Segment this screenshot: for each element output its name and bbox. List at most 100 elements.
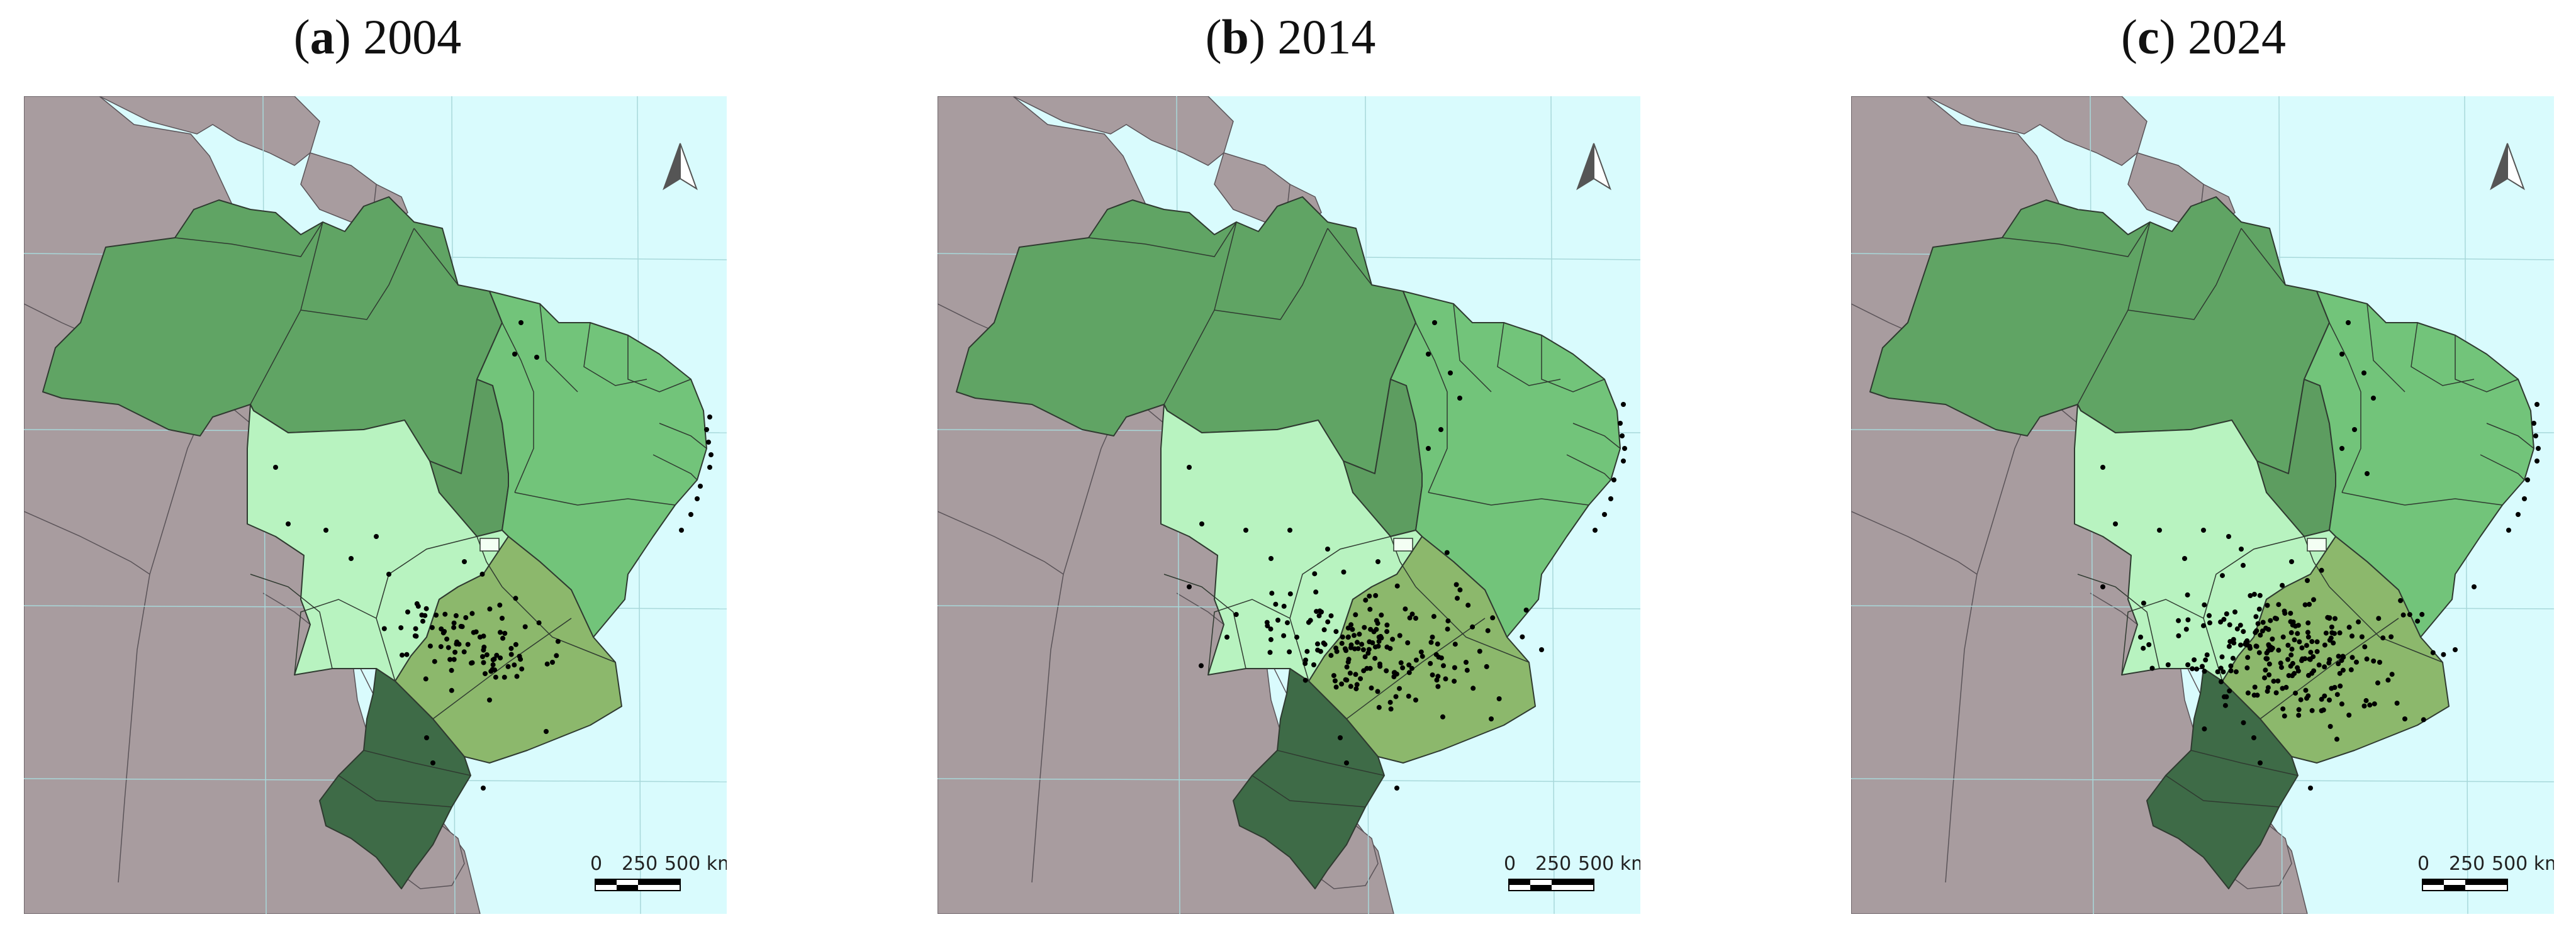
location-point: [517, 653, 522, 659]
panel-year: 2024: [2188, 9, 2287, 64]
location-point: [1362, 654, 1368, 660]
location-point: [2400, 612, 2406, 618]
location-point: [434, 613, 439, 618]
state-border: [294, 599, 396, 682]
location-point: [1430, 672, 1435, 678]
location-point: [1523, 608, 1529, 613]
location-point: [2258, 760, 2263, 765]
location-point: [1344, 760, 1349, 765]
scale-bar-label: 0: [590, 853, 602, 875]
location-point: [481, 786, 486, 791]
location-point: [2304, 643, 2309, 648]
location-point: [458, 623, 464, 629]
location-point: [2228, 663, 2234, 669]
location-point: [1367, 593, 1372, 599]
location-point: [490, 662, 496, 667]
location-point: [2258, 632, 2263, 638]
location-point: [2233, 669, 2239, 675]
map-svg: 0 250 500 km: [1851, 96, 2554, 914]
location-point: [1302, 677, 1308, 683]
location-point: [1413, 657, 1419, 663]
state-border: [1415, 322, 1448, 493]
location-point: [2266, 643, 2272, 648]
panel-title-b: (b) 2014: [1205, 9, 1376, 64]
location-point: [1319, 609, 1324, 614]
north-arrow-icon: [1576, 143, 1611, 191]
location-point: [469, 611, 475, 616]
location-point: [1379, 612, 1384, 618]
state-border: [539, 303, 578, 392]
location-point: [2309, 670, 2315, 676]
location-point: [2339, 701, 2344, 707]
location-point: [2288, 664, 2293, 669]
state-border: [1453, 303, 1492, 392]
location-point: [444, 637, 450, 642]
location-point: [2332, 616, 2338, 621]
location-point: [432, 659, 437, 664]
location-point: [2334, 692, 2340, 698]
state-border: [583, 322, 647, 386]
state-border: [1428, 492, 1589, 506]
location-point: [2237, 623, 2243, 628]
location-point: [1420, 653, 1425, 659]
location-point: [2305, 630, 2310, 635]
location-point: [2293, 691, 2299, 696]
map-svg: 0 250 500 km: [24, 96, 727, 914]
location-point: [1348, 684, 1353, 689]
location-point: [2356, 619, 2361, 625]
state-border: [1415, 586, 1530, 663]
location-point: [1470, 686, 1476, 691]
location-point: [1311, 662, 1316, 667]
location-point: [2253, 614, 2259, 620]
location-point: [1265, 623, 1270, 628]
location-point: [1444, 550, 1450, 555]
location-point: [1397, 633, 1403, 638]
location-point: [469, 660, 475, 665]
location-point: [2506, 528, 2511, 533]
location-point: [1347, 670, 1353, 676]
panel-year: 2004: [363, 9, 462, 64]
location-point: [1403, 606, 1408, 612]
country-border: [1851, 511, 1978, 575]
location-point: [2334, 737, 2339, 742]
location-point: [2266, 661, 2272, 667]
location-point: [2421, 717, 2426, 723]
location-point: [2292, 637, 2297, 643]
location-point: [1496, 696, 1502, 701]
state-border: [2329, 586, 2443, 663]
location-point: [505, 664, 511, 669]
location-point: [1394, 671, 1399, 677]
location-point: [1343, 648, 1349, 653]
location-point: [508, 652, 514, 657]
location-point: [1484, 664, 1489, 669]
location-point: [2146, 642, 2152, 647]
location-point: [1315, 647, 1321, 653]
location-point: [1520, 634, 1525, 640]
location-point: [1243, 528, 1248, 533]
location-point: [2149, 665, 2155, 671]
location-point: [1267, 650, 1273, 655]
location-point: [2100, 584, 2105, 589]
location-point: [1608, 496, 1613, 501]
location-point: [1413, 698, 1418, 703]
location-point: [2308, 650, 2314, 655]
location-point: [2522, 496, 2527, 501]
location-point: [2202, 602, 2207, 608]
location-point: [2327, 698, 2332, 703]
location-point: [2282, 713, 2287, 719]
location-point: [2262, 675, 2267, 681]
location-point: [2227, 688, 2232, 694]
location-points: [2100, 320, 2541, 791]
region-northeast: [476, 291, 707, 638]
location-point: [2327, 616, 2332, 621]
location-point: [1426, 446, 1431, 451]
location-point: [2339, 352, 2344, 357]
location-point: [2251, 735, 2256, 740]
state-border: [2260, 618, 2399, 720]
location-point: [2263, 667, 2268, 673]
location-point: [1400, 665, 1406, 670]
location-point: [2176, 633, 2181, 638]
state-border: [501, 322, 534, 493]
location-point: [491, 656, 497, 662]
location-point: [2534, 459, 2540, 464]
